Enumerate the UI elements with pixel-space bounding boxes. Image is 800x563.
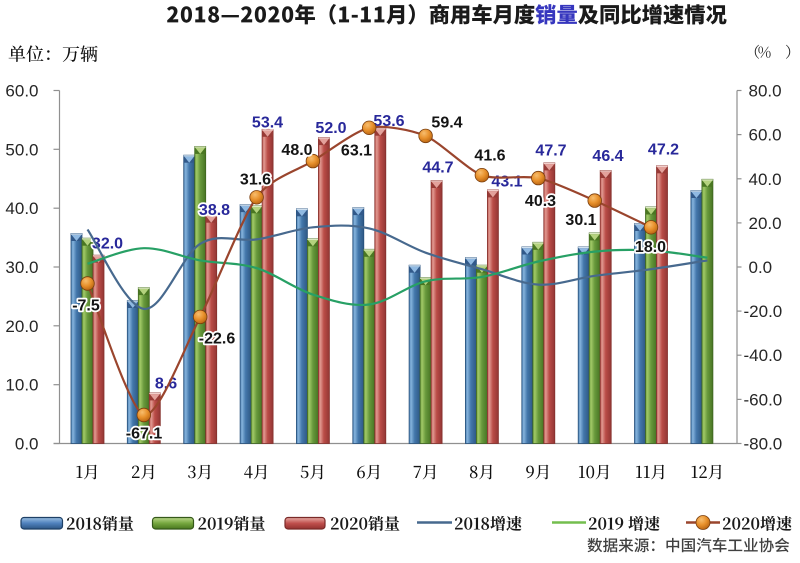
svg-text:50.0: 50.0 bbox=[5, 140, 38, 159]
svg-text:-7.5: -7.5 bbox=[72, 298, 100, 315]
svg-text:31.6: 31.6 bbox=[240, 172, 271, 189]
svg-text:-40.0: -40.0 bbox=[744, 346, 783, 365]
svg-text:44.7: 44.7 bbox=[422, 160, 453, 177]
svg-text:-60.0: -60.0 bbox=[744, 390, 783, 409]
svg-text:46.4: 46.4 bbox=[592, 148, 623, 165]
svg-text:41.6: 41.6 bbox=[474, 148, 505, 165]
svg-text:10.0: 10.0 bbox=[5, 376, 38, 395]
svg-text:0.0: 0.0 bbox=[749, 258, 773, 277]
svg-text:20.0: 20.0 bbox=[749, 214, 782, 233]
svg-text:60.0: 60.0 bbox=[749, 126, 782, 145]
svg-text:30.0: 30.0 bbox=[5, 258, 38, 277]
svg-text:30.1: 30.1 bbox=[565, 212, 596, 229]
svg-text:-20.0: -20.0 bbox=[744, 302, 783, 321]
svg-text:40.0: 40.0 bbox=[5, 199, 38, 218]
svg-text:53.4: 53.4 bbox=[252, 115, 283, 132]
svg-text:59.4: 59.4 bbox=[431, 115, 462, 132]
svg-text:60.0: 60.0 bbox=[5, 82, 38, 101]
svg-text:-67.1: -67.1 bbox=[126, 426, 163, 443]
svg-text:-22.6: -22.6 bbox=[199, 331, 236, 348]
svg-text:40.0: 40.0 bbox=[749, 170, 782, 189]
svg-text:52.0: 52.0 bbox=[315, 120, 346, 137]
svg-text:48.0: 48.0 bbox=[281, 142, 312, 159]
svg-text:80.0: 80.0 bbox=[749, 82, 782, 101]
svg-text:63.1: 63.1 bbox=[341, 143, 372, 160]
svg-text:-80.0: -80.0 bbox=[744, 435, 783, 454]
svg-text:38.8: 38.8 bbox=[199, 202, 230, 219]
svg-text:0.0: 0.0 bbox=[15, 435, 39, 454]
svg-text:20.0: 20.0 bbox=[5, 317, 38, 336]
svg-text:40.3: 40.3 bbox=[525, 193, 556, 210]
svg-text:43.1: 43.1 bbox=[491, 174, 522, 191]
svg-text:47.2: 47.2 bbox=[648, 142, 679, 159]
svg-text:18.0: 18.0 bbox=[635, 239, 666, 256]
svg-text:47.7: 47.7 bbox=[535, 143, 566, 160]
